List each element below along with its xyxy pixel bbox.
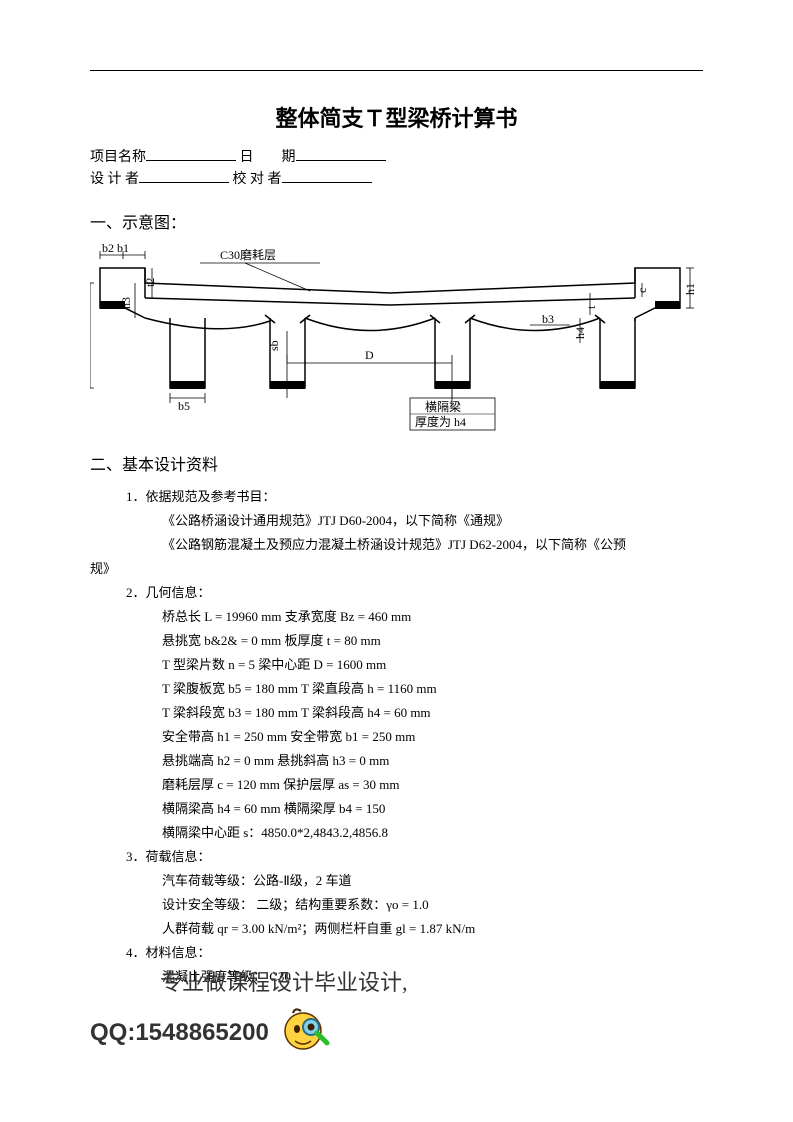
load-2: 人群荷载 qr = 3.00 kN/m²；两侧栏杆自重 gl = 1.87 kN… xyxy=(90,917,703,941)
header-rule xyxy=(90,70,703,71)
geom-8: 横隔梁高 h4 = 60 mm 横隔梁厚 b4 = 150 xyxy=(90,797,703,821)
geom-7: 磨耗层厚 c = 120 mm 保护层厚 as = 30 mm xyxy=(90,773,703,797)
section1-heading: 一、示意图： xyxy=(90,209,703,233)
item1-head: 1．依据规范及参考书目： xyxy=(90,485,703,509)
lbl-t: t xyxy=(584,305,598,309)
item1-l1: 《公路桥涵设计通用规范》JTJ D60-2004，以下简称《通规》 xyxy=(90,509,703,533)
project-blank xyxy=(146,147,236,161)
ad-line1: 专业做课程设计毕业设计, xyxy=(160,965,700,997)
geom-6: 悬挑端高 h2 = 0 mm 悬挑斜高 h3 = 0 mm xyxy=(90,749,703,773)
checker-label: 校 对 者 xyxy=(233,172,282,187)
meta-row-2: 设 计 者 校 对 者 xyxy=(90,169,703,191)
geom-9: 横隔梁中心距 s：4850.0*2,4843.2,4856.8 xyxy=(90,821,703,845)
item4-head: 4．材料信息： xyxy=(90,941,703,965)
cross-section-diagram: b2 b1 C30磨耗层 t2 h3 h b5 sb D b3 h4 t c h… xyxy=(90,243,700,433)
lbl-b2b1: b2 b1 xyxy=(102,243,129,255)
geom-5: 安全带高 h1 = 250 mm 安全带宽 b1 = 250 mm xyxy=(90,725,703,749)
lbl-sb: sb xyxy=(267,340,281,351)
lbl-b5: b5 xyxy=(178,399,190,413)
lbl-diaphragm2: 厚度为 h4 xyxy=(415,414,466,429)
lbl-c: c xyxy=(635,288,649,293)
designer-label: 设 计 者 xyxy=(90,172,139,187)
lbl-h4: h4 xyxy=(573,327,587,339)
designer-blank xyxy=(139,169,229,183)
date-label: 日 期 xyxy=(240,150,296,165)
lbl-c30: C30磨耗层 xyxy=(220,248,276,262)
project-label: 项目名称 xyxy=(90,150,146,165)
geom-3: T 梁腹板宽 b5 = 180 mm T 梁直段高 h = 1160 mm xyxy=(90,677,703,701)
item1-l2-cont: 规》 xyxy=(90,557,703,581)
lbl-t2: t2 xyxy=(143,278,157,287)
item2-head: 2．几何信息： xyxy=(90,581,703,605)
lbl-h1: h1 xyxy=(683,283,697,295)
lbl-b3: b3 xyxy=(542,312,554,326)
doc-title: 整体简支Ｔ型梁桥计算书 xyxy=(90,101,703,133)
geom-0: 桥总长 L = 19960 mm 支承宽度 Bz = 460 mm xyxy=(90,605,703,629)
section2-heading: 二、基本设计资料 xyxy=(90,451,703,475)
geom-1: 悬挑宽 b&2& = 0 mm 板厚度 t = 80 mm xyxy=(90,629,703,653)
lbl-diaphragm1: 横隔梁 xyxy=(425,399,461,414)
meta-row-1: 项目名称 日 期 xyxy=(90,147,703,169)
geom-2: T 型梁片数 n = 5 梁中心距 D = 1600 mm xyxy=(90,653,703,677)
footer-ad: 专业做课程设计毕业设计, QQ:1548865200 xyxy=(90,965,700,1062)
magnifier-emoji-icon xyxy=(281,1003,335,1062)
load-1: 设计安全等级： 二级；结构重要系数：γo = 1.0 xyxy=(90,893,703,917)
item1-l2: 《公路钢筋混凝土及预应力混凝土桥涵设计规范》JTJ D62-2004，以下简称《… xyxy=(90,533,703,557)
ad-qq: QQ:1548865200 xyxy=(90,1019,269,1047)
body-text: 1．依据规范及参考书目： 《公路桥涵设计通用规范》JTJ D60-2004，以下… xyxy=(90,485,703,989)
geom-4: T 梁斜段宽 b3 = 180 mm T 梁斜段高 h4 = 60 mm xyxy=(90,701,703,725)
lbl-h3: h3 xyxy=(119,297,133,309)
checker-blank xyxy=(282,169,372,183)
load-0: 汽车荷载等级：公路-Ⅱ级，2 车道 xyxy=(90,869,703,893)
item3-head: 3．荷载信息： xyxy=(90,845,703,869)
date-blank xyxy=(296,147,386,161)
lbl-D: D xyxy=(365,348,374,362)
